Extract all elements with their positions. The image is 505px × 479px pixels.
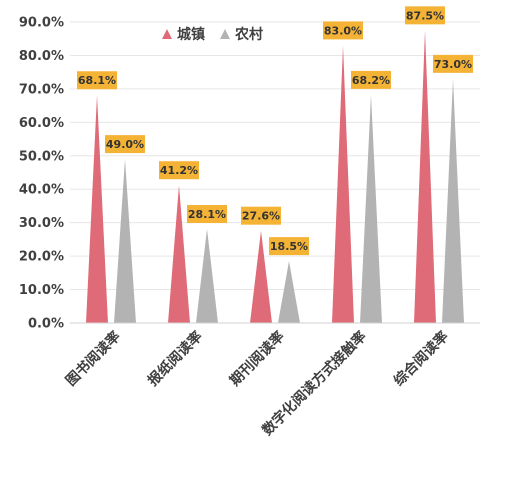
bar-triangle	[442, 78, 464, 323]
data-label: 27.6%	[241, 206, 281, 225]
data-label-bg	[405, 6, 445, 25]
y-tick-label: 30.0%	[19, 216, 64, 231]
bar-triangle	[168, 185, 190, 323]
bar-triangle	[114, 159, 136, 323]
bars-layer	[86, 30, 464, 324]
y-tick-label: 60.0%	[19, 116, 64, 131]
data-label: 83.0%	[323, 21, 363, 40]
data-label: 28.1%	[187, 205, 227, 224]
y-tick-label: 80.0%	[19, 49, 64, 64]
data-label: 18.5%	[269, 237, 309, 256]
y-tick-label: 0.0%	[28, 317, 64, 332]
bar-triangle	[414, 30, 436, 323]
data-label-text: 27.6%	[242, 210, 280, 223]
legend-triangle-marker	[220, 29, 230, 39]
data-label-bg	[187, 205, 227, 224]
x-category-label: 期刊阅读率	[226, 328, 288, 390]
bar-triangle	[250, 230, 272, 323]
data-label-text: 49.0%	[106, 138, 144, 151]
data-label-bg	[159, 161, 199, 180]
data-label-bg	[77, 71, 117, 90]
x-category-label: 图书阅读率	[62, 328, 124, 390]
bar-triangle	[196, 229, 218, 323]
data-label-bg	[269, 237, 309, 256]
data-label: 68.1%	[77, 71, 117, 90]
y-tick-label: 40.0%	[19, 183, 64, 198]
data-label-text: 28.1%	[188, 208, 226, 221]
data-label-bg	[241, 206, 281, 225]
bar-triangle	[86, 95, 108, 323]
y-tick-label: 50.0%	[19, 149, 64, 164]
bar-triangle	[332, 45, 354, 324]
data-label-text: 73.0%	[434, 58, 472, 71]
legend-label: 城镇	[177, 26, 205, 43]
data-label-text: 68.1%	[78, 74, 116, 87]
legend: 城镇 农村	[162, 26, 263, 43]
data-labels-layer: 68.1% 49.0% 41.2% 28.1% 27.6% 18.5% 83.0% 68.2%…	[77, 6, 473, 256]
legend-item: 城镇	[162, 26, 205, 43]
x-category-label: 报纸阅读率	[144, 328, 206, 390]
bar-triangle	[360, 94, 382, 323]
data-label-bg	[433, 54, 473, 73]
legend-item: 农村	[220, 26, 263, 43]
data-label: 49.0%	[105, 135, 145, 154]
y-tick-label: 70.0%	[19, 82, 64, 97]
data-label-bg	[351, 70, 391, 89]
legend-triangle-marker	[162, 29, 172, 39]
y-tick-label: 20.0%	[19, 250, 64, 265]
data-label: 68.2%	[351, 70, 391, 89]
data-label-text: 18.5%	[270, 240, 308, 253]
legend-label: 农村	[234, 26, 263, 43]
data-label: 41.2%	[159, 161, 199, 180]
data-label: 87.5%	[405, 6, 445, 25]
y-tick-label: 10.0%	[19, 283, 64, 298]
grid-layer	[70, 21, 480, 291]
data-label-text: 83.0%	[324, 24, 362, 37]
data-label-text: 87.5%	[406, 9, 444, 22]
bar-triangle	[278, 261, 300, 323]
y-tick-label: 90.0%	[19, 16, 64, 31]
data-label-bg	[105, 135, 145, 154]
x-category-label: 综合阅读率	[390, 328, 452, 390]
data-label-text: 41.2%	[160, 164, 198, 177]
data-label-text: 68.2%	[352, 74, 390, 87]
data-label-bg	[323, 21, 363, 40]
data-label: 73.0%	[433, 54, 473, 73]
